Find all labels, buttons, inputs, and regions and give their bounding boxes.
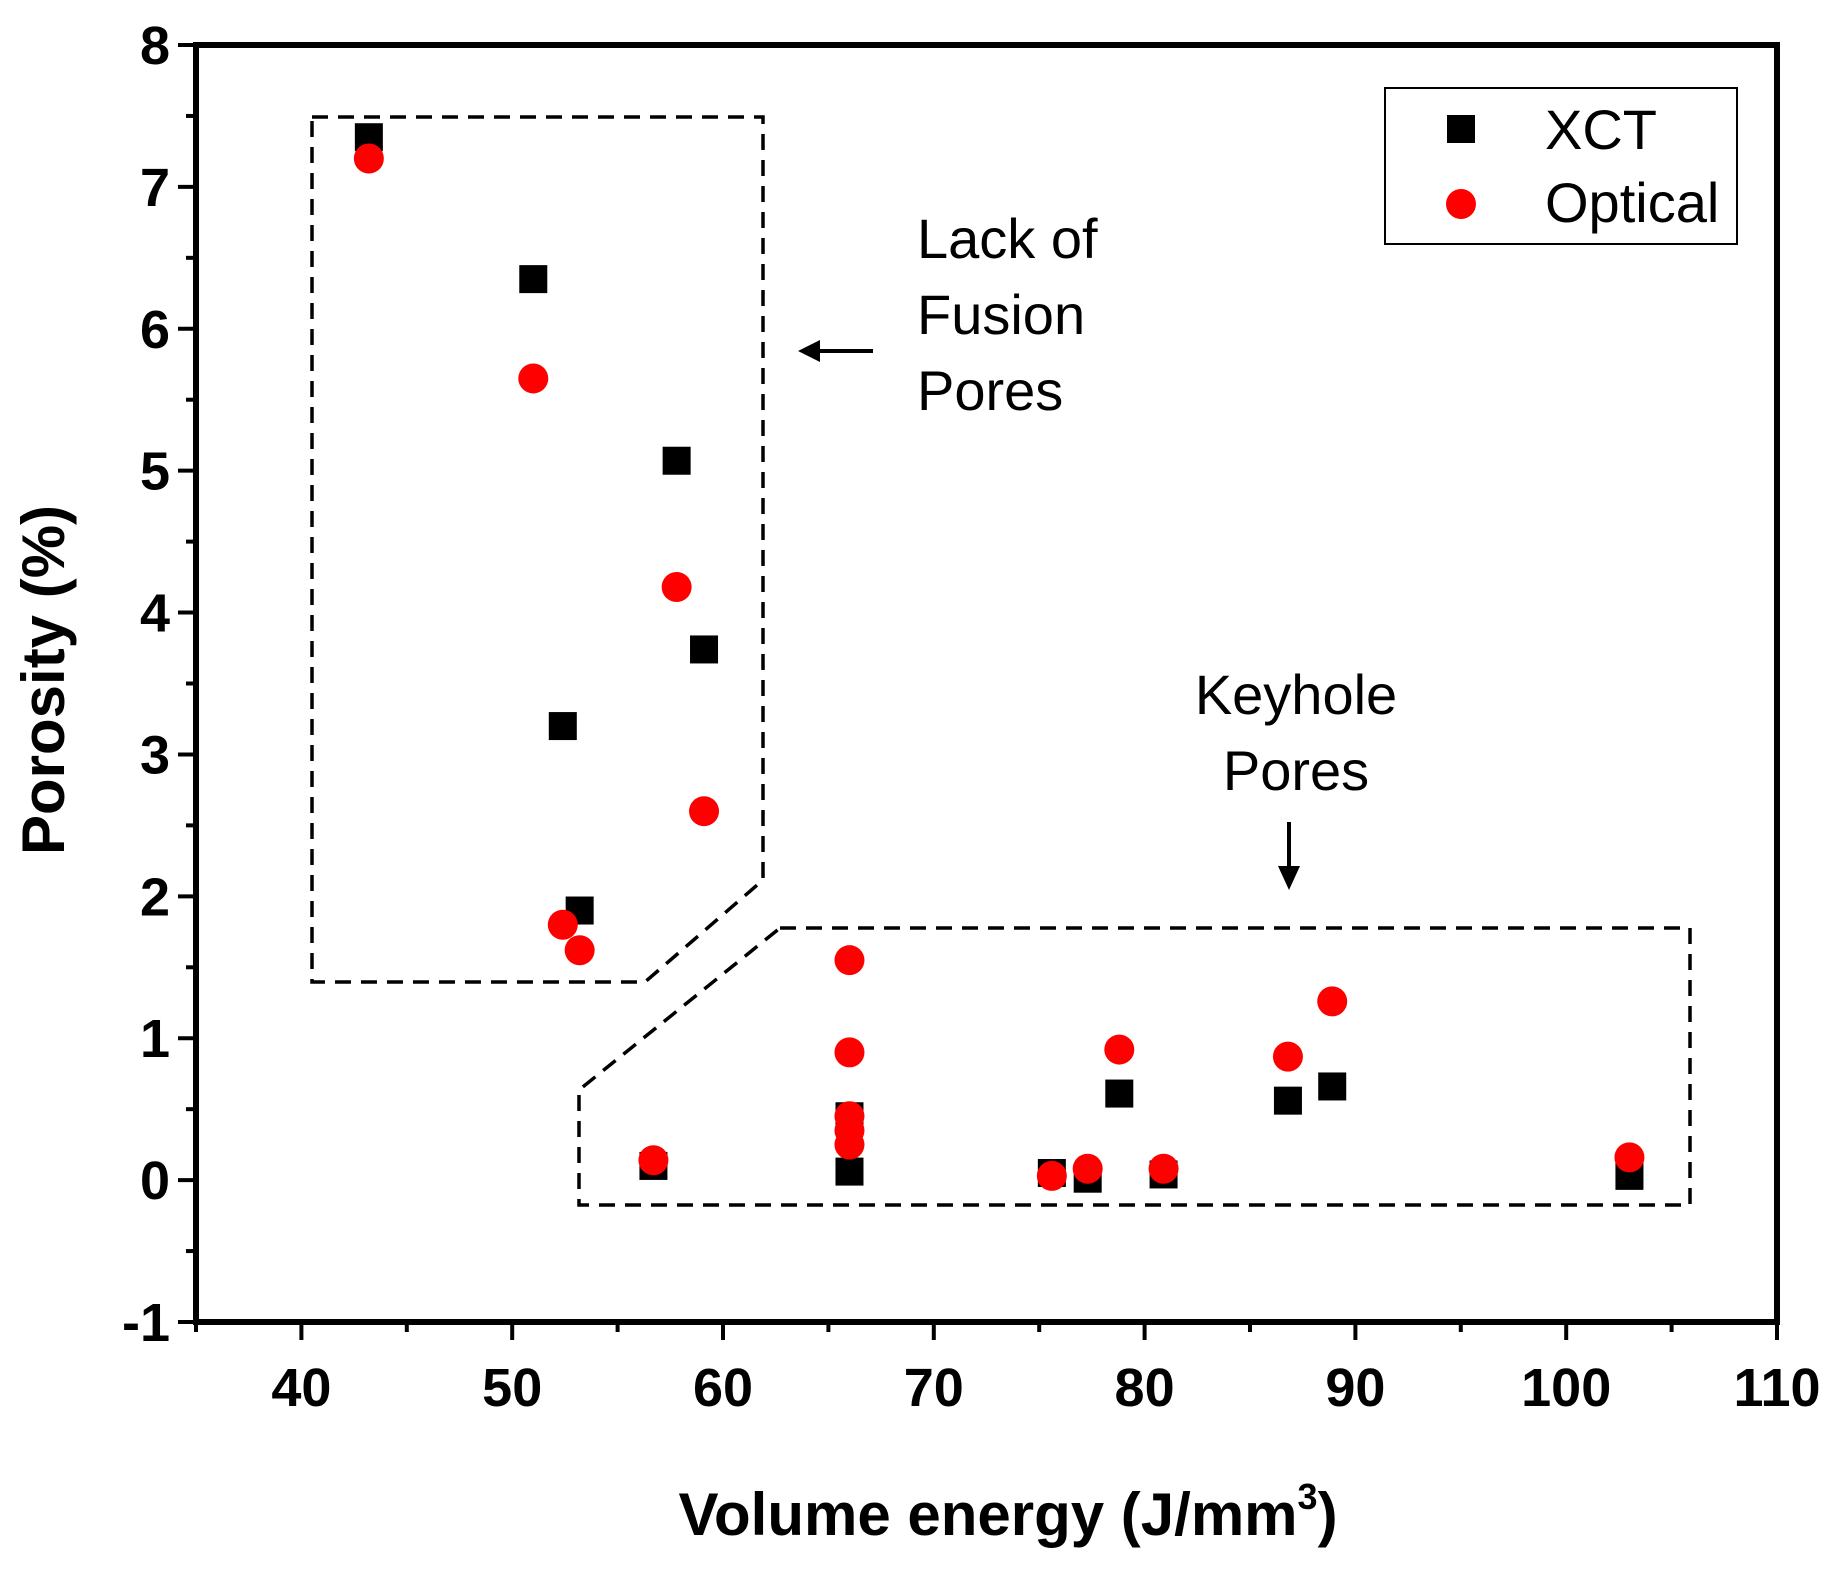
x-axis-title-end: ) [1318,1481,1338,1548]
annotation-lack-of-fusion-line-2: Fusion [917,283,1085,346]
data-point-optical [834,945,865,976]
x-tick-label: 100 [1521,1358,1611,1418]
data-point-optical [1148,1153,1179,1184]
data-point-xct [1105,1079,1134,1108]
arrow-left-icon [798,340,873,362]
x-axis-title: Volume energy (J/mm3) [678,1476,1337,1548]
annotation-keyhole-line-1: Keyhole [1195,663,1397,726]
x-tick-label: 50 [482,1358,542,1418]
series-optical [353,143,1645,1191]
data-point-optical [518,363,549,394]
data-point-optical [638,1145,669,1176]
data-point-xct [548,712,577,741]
x-axis-title-superscript: 3 [1298,1476,1318,1517]
x-tick-label: 70 [904,1358,964,1418]
data-point-optical [564,935,595,966]
x-tick-label: 40 [271,1358,331,1418]
lack-of-fusion-region [310,115,765,984]
y-tick-label: 4 [140,584,170,644]
data-point-xct [690,635,719,664]
data-point-xct [835,1157,864,1186]
data-point-optical [1614,1142,1645,1173]
y-tick-labels: -1 0 1 2 3 4 5 6 7 8 [122,16,170,1353]
y-tick-label: 1 [140,1009,170,1069]
y-axis-title: Porosity (%) [10,505,77,855]
x-tick-label: 110 [1733,1358,1820,1418]
data-point-optical [547,909,578,940]
data-point-optical [353,143,384,174]
data-point-xct [662,446,691,475]
data-point-xct [1273,1086,1302,1115]
x-tick-label: 60 [693,1358,753,1418]
y-tick-label: 2 [140,867,170,927]
y-tick-label: -1 [122,1293,170,1353]
y-tick-label: 5 [140,442,170,502]
legend-label-optical: Optical [1545,171,1719,234]
data-point-optical [1272,1041,1303,1072]
y-tick-label: 3 [140,725,170,785]
annotation-keyhole-line-2: Pores [1223,739,1369,802]
data-point-xct [519,265,548,294]
annotation-keyhole: Keyhole Pores [1195,663,1397,890]
data-series [353,123,1645,1193]
keyhole-region [577,926,1692,1207]
legend-marker-optical [1446,189,1476,219]
x-axis-title-text: Volume energy (J/mm [678,1481,1297,1548]
data-point-optical [834,1037,865,1068]
data-point-optical [1072,1153,1103,1184]
data-point-optical [1317,986,1348,1017]
y-tick-label: 7 [140,158,170,218]
legend-marker-xct [1447,115,1475,143]
y-tick-label: 8 [140,16,170,76]
annotation-lack-of-fusion: Lack of Fusion Pores [798,207,1098,422]
data-point-optical [1036,1160,1067,1191]
arrow-down-icon [1278,822,1300,890]
data-point-optical [689,796,720,827]
x-tick-label: 80 [1115,1358,1175,1418]
x-tick-label: 90 [1325,1358,1385,1418]
legend-label-xct: XCT [1545,98,1657,161]
legend: XCT Optical [1384,87,1738,245]
annotation-lack-of-fusion-line-1: Lack of [917,207,1098,270]
axis-ticks [178,43,1779,1340]
data-point-optical [834,1129,865,1160]
data-point-optical [661,572,692,603]
annotation-lack-of-fusion-line-3: Pores [917,359,1063,422]
data-point-xct [1318,1072,1347,1101]
y-tick-label: 6 [140,300,170,360]
x-tick-labels: 40 50 60 70 80 90 100 110 [271,1358,1820,1418]
y-tick-label: 0 [140,1151,170,1211]
legend-box [1384,87,1738,245]
data-point-optical [1104,1034,1135,1065]
